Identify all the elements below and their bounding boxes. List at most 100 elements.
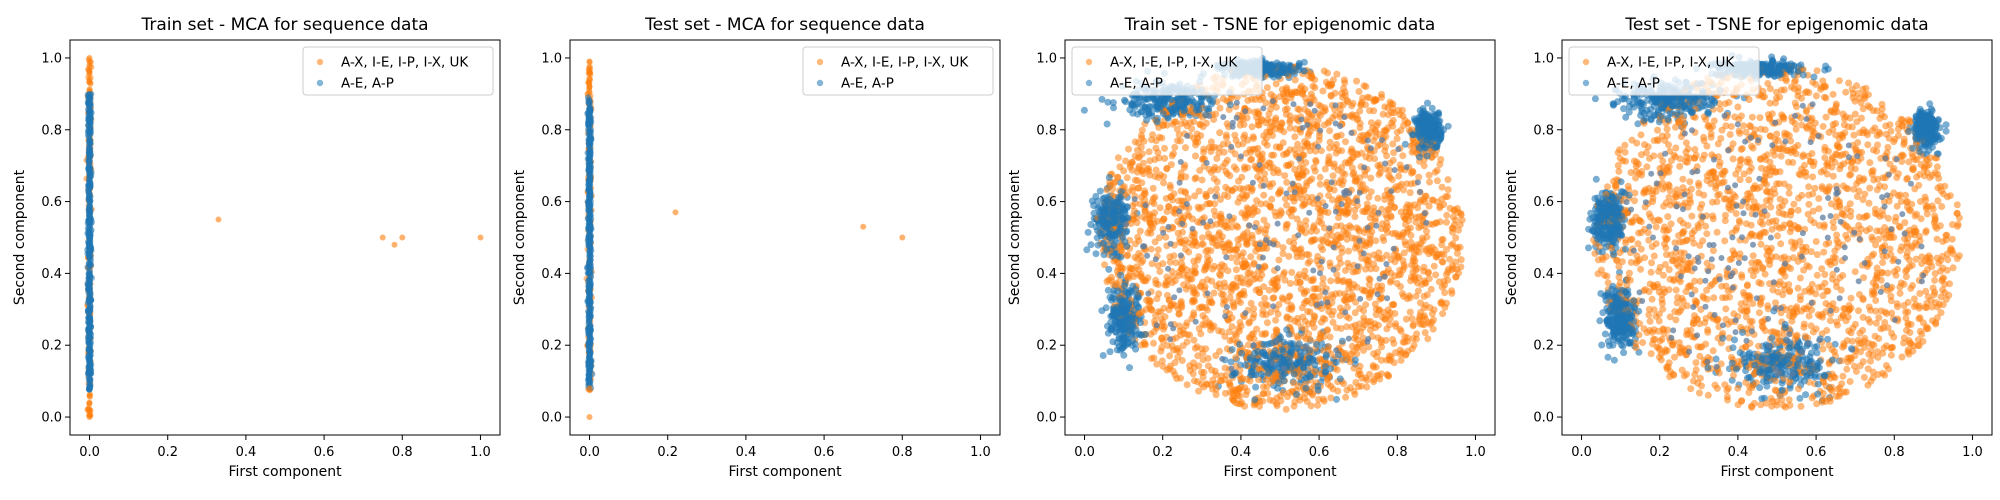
data-point-orange — [1234, 223, 1242, 231]
data-point-orange — [86, 62, 93, 69]
data-point-orange — [1296, 106, 1303, 114]
data-point-orange — [1299, 89, 1306, 97]
data-point-orange — [1397, 271, 1404, 278]
data-point-orange — [1189, 284, 1197, 292]
data-point-orange — [1299, 313, 1307, 321]
data-point-orange — [1177, 298, 1185, 305]
data-point-blue — [584, 325, 592, 333]
data-point-orange — [1307, 70, 1315, 77]
data-point-orange — [1268, 195, 1276, 203]
data-point-orange — [1343, 202, 1351, 210]
data-point-orange — [1256, 225, 1264, 233]
data-point-orange — [1161, 144, 1168, 152]
data-point-orange — [1439, 310, 1447, 318]
data-point-orange — [1319, 275, 1327, 282]
data-point-orange — [1313, 122, 1321, 130]
data-point-orange — [1438, 236, 1446, 244]
data-point-orange — [379, 234, 386, 241]
y-tick-label: 0.2 — [541, 339, 562, 354]
data-point-orange — [1193, 343, 1201, 351]
data-point-orange — [1359, 286, 1366, 294]
data-point-orange — [1200, 214, 1208, 222]
data-point-orange — [1446, 255, 1454, 263]
data-point-orange — [1147, 330, 1155, 338]
data-point-orange — [1280, 389, 1287, 397]
data-point-orange — [1353, 350, 1361, 358]
data-point-orange — [1232, 332, 1240, 340]
data-point-orange — [1299, 164, 1307, 172]
data-point-orange — [1239, 185, 1247, 193]
data-point-orange — [1371, 126, 1379, 134]
data-point-orange — [1194, 256, 1202, 264]
data-point-orange — [1190, 309, 1198, 317]
data-point-orange — [1210, 175, 1218, 183]
data-point-orange — [1412, 214, 1420, 221]
data-point-orange — [1212, 352, 1220, 360]
data-point-blue — [584, 264, 591, 271]
data-point-orange — [1151, 193, 1159, 201]
data-point-orange — [1153, 295, 1161, 303]
data-point-orange — [1317, 102, 1325, 110]
data-point-blue — [1080, 106, 1088, 114]
data-point-orange — [1328, 299, 1336, 307]
data-point-orange — [1299, 172, 1307, 180]
data-point-orange — [1432, 219, 1440, 227]
data-point-blue — [87, 119, 94, 126]
data-point-orange — [1392, 183, 1400, 191]
data-point-orange — [1224, 267, 1232, 275]
data-point-blue — [585, 192, 593, 200]
data-point-blue — [1104, 98, 1112, 106]
data-point-orange — [1324, 69, 1331, 77]
data-point-orange — [1433, 253, 1441, 261]
data-point-orange — [1147, 245, 1155, 253]
data-point-blue — [85, 189, 92, 196]
data-point-orange — [1135, 266, 1143, 274]
data-point-orange — [1111, 178, 1119, 186]
data-point-orange — [1367, 174, 1375, 182]
data-point-blue — [585, 281, 593, 289]
data-point-orange — [1257, 200, 1265, 208]
data-point-orange — [1365, 343, 1373, 351]
data-point-orange — [1108, 273, 1115, 281]
data-point-orange — [1433, 177, 1441, 185]
x-tick-label: 0.4 — [736, 445, 757, 460]
data-point-blue — [588, 247, 595, 254]
data-point-orange — [1216, 284, 1224, 292]
data-point-orange — [1398, 290, 1406, 297]
data-point-orange — [1455, 269, 1463, 277]
data-point-orange — [1254, 108, 1262, 116]
data-point-blue — [1175, 98, 1182, 106]
data-point-orange — [1188, 241, 1196, 249]
data-point-orange — [1237, 299, 1244, 306]
data-point-orange — [1372, 237, 1380, 245]
data-point-orange — [1270, 279, 1278, 287]
data-point-orange — [1318, 236, 1325, 244]
data-point-orange — [1154, 149, 1162, 157]
data-point-blue — [586, 276, 593, 283]
data-point-orange — [1222, 131, 1230, 139]
data-point-orange — [1234, 400, 1242, 408]
data-point-orange — [1272, 212, 1280, 220]
data-point-orange — [1293, 332, 1301, 340]
data-point-orange — [1336, 304, 1344, 312]
data-point-orange — [1288, 268, 1296, 276]
data-point-orange — [1249, 314, 1257, 322]
data-point-orange — [1225, 328, 1233, 336]
data-point-orange — [1338, 356, 1346, 364]
data-point-orange — [1387, 198, 1395, 206]
data-point-orange — [1449, 240, 1457, 248]
data-point-orange — [1350, 387, 1358, 395]
y-tick-label: 0.0 — [541, 411, 562, 426]
data-point-orange — [1333, 277, 1341, 285]
data-point-orange — [1323, 232, 1331, 240]
data-point-orange — [1177, 120, 1185, 128]
data-point-orange — [1315, 136, 1323, 144]
data-point-orange — [1319, 395, 1327, 403]
data-point-orange — [1184, 210, 1192, 218]
data-point-orange — [1343, 323, 1351, 331]
data-point-orange — [1239, 249, 1247, 257]
data-point-blue — [585, 181, 592, 189]
data-point-blue — [85, 288, 93, 295]
plot-area — [83, 55, 484, 420]
data-point-orange — [1272, 80, 1280, 88]
